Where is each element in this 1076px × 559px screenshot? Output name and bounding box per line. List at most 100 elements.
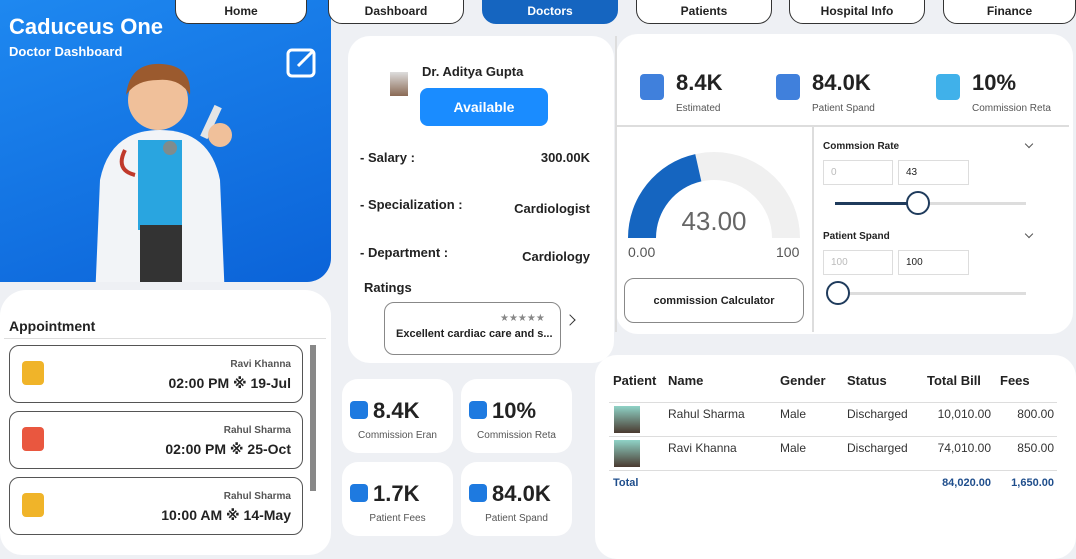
row-border (609, 470, 1057, 471)
kpi-value: 84.0K (812, 70, 871, 95)
patient-photo (614, 406, 640, 433)
appointment-time: 02:00 PM ※ 25-Oct (165, 441, 291, 457)
doctor-name: Dr. Aditya Gupta (422, 64, 524, 79)
status-button[interactable]: Available (420, 88, 548, 126)
card-value: 10% (492, 398, 537, 423)
row-border (609, 402, 1057, 403)
input-min[interactable]: 100 (823, 250, 893, 275)
nav-tab[interactable]: Finance (943, 0, 1076, 24)
nav-tab[interactable]: Dashboard (328, 0, 464, 24)
input-min[interactable]: 0 (823, 160, 893, 185)
card-label: Patient Spand (485, 513, 548, 524)
review-text: Excellent cardiac care and s... (396, 328, 553, 340)
kpi-label: Patient Spand (812, 103, 875, 114)
column-header: Fees (1000, 373, 1030, 388)
gauge-label: 43.00 (681, 206, 747, 236)
field-value: Cardiology (522, 249, 590, 264)
kpi-label: Commission Reta (972, 103, 1051, 114)
parameter-title: Patient Spand (823, 231, 890, 242)
card-label: Patient Fees (369, 513, 426, 524)
gauge-max: 100 (776, 244, 800, 260)
appointment-name: Rahul Sharma (223, 491, 291, 502)
input-value[interactable]: 100 (898, 250, 969, 275)
appointment-time: 02:00 PM ※ 19-Jul (168, 375, 291, 391)
card-icon (469, 484, 487, 502)
appointment-card (9, 345, 303, 403)
calculator-button[interactable]: commission Calculator (624, 278, 804, 323)
appointment-icon (22, 493, 44, 517)
column-header: Status (847, 373, 887, 388)
card-icon (350, 484, 368, 502)
header-subtitle: Doctor Dashboard (9, 44, 123, 59)
cell: 850.00 (1017, 441, 1054, 455)
ratings-label: Ratings (364, 280, 412, 295)
column-header: Patient (613, 373, 657, 388)
card-value: 1.7K (373, 481, 420, 506)
doctor-illustration (95, 48, 316, 282)
cell: Ravi Khanna (668, 441, 737, 455)
slider-fill (835, 202, 918, 205)
kpi-icon (640, 74, 664, 100)
cell: Male (780, 407, 807, 421)
field-label: - Salary : (360, 150, 415, 165)
patient-photo (614, 440, 640, 467)
row-border (609, 436, 1057, 437)
scrollbar (310, 345, 316, 491)
gauge-min: 0.00 (628, 244, 656, 260)
appointment-card (9, 411, 303, 469)
hero-card (0, 0, 331, 282)
input-value[interactable]: 43 (898, 160, 969, 185)
appointment-card (9, 477, 303, 535)
slider-track (835, 202, 1026, 205)
column-header: Name (668, 373, 704, 388)
card-label: Commission Eran (358, 430, 437, 441)
kpi-icon (776, 74, 800, 100)
column-header: Gender (780, 373, 826, 388)
kpi-value: 10% (972, 70, 1017, 95)
appointment-name: Rahul Sharma (223, 425, 291, 436)
slider-knob[interactable] (826, 281, 850, 305)
total-value: 84,020.00 (942, 477, 991, 489)
table-panel (595, 355, 1076, 559)
appointment-title: Appointment (9, 318, 96, 334)
nav-tab[interactable]: Home (175, 0, 307, 24)
appointment-time: 10:00 AM ※ 14-May (161, 507, 291, 523)
doctor-photo (390, 72, 408, 96)
cell: 74,010.00 (937, 441, 991, 455)
card-value: 84.0K (492, 481, 551, 506)
divider (4, 338, 326, 339)
field-value: 300.00K (540, 150, 590, 165)
card-value: 8.4K (373, 398, 420, 423)
total-value: 1,650.00 (1011, 477, 1054, 489)
column-header: Total Bill (927, 373, 981, 388)
nav-tab[interactable]: Patients (636, 0, 772, 24)
cell: Discharged (847, 441, 908, 455)
cell: 800.00 (1017, 407, 1054, 421)
nav-tab[interactable]: Doctors (482, 0, 618, 24)
cell: 10,010.00 (937, 407, 991, 421)
review-box (384, 302, 561, 355)
header-title: Caduceus One (9, 14, 164, 39)
cell: Discharged (847, 407, 908, 421)
divider (812, 127, 814, 332)
divider (615, 36, 617, 332)
appointment-icon (22, 427, 44, 451)
kpi-label: Estimated (676, 103, 721, 114)
kpi-value: 8.4K (676, 70, 723, 95)
cell: Male (780, 441, 807, 455)
review-stars: ★★★★★ (500, 313, 545, 324)
total-label: Total (613, 477, 639, 489)
divider (617, 125, 1069, 127)
card-icon (469, 401, 487, 419)
kpi-icon (936, 74, 960, 100)
slider-track (835, 292, 1026, 295)
appointment-icon (22, 361, 44, 385)
field-value: Cardiologist (514, 201, 590, 216)
parameter-title: Commsion Rate (823, 141, 900, 152)
nav-tab[interactable]: Hospital Info (789, 0, 925, 24)
slider-knob[interactable] (906, 191, 930, 215)
field-label: - Department : (360, 245, 449, 260)
cell: Rahul Sharma (668, 407, 745, 421)
appointment-name: Ravi Khanna (230, 359, 291, 370)
